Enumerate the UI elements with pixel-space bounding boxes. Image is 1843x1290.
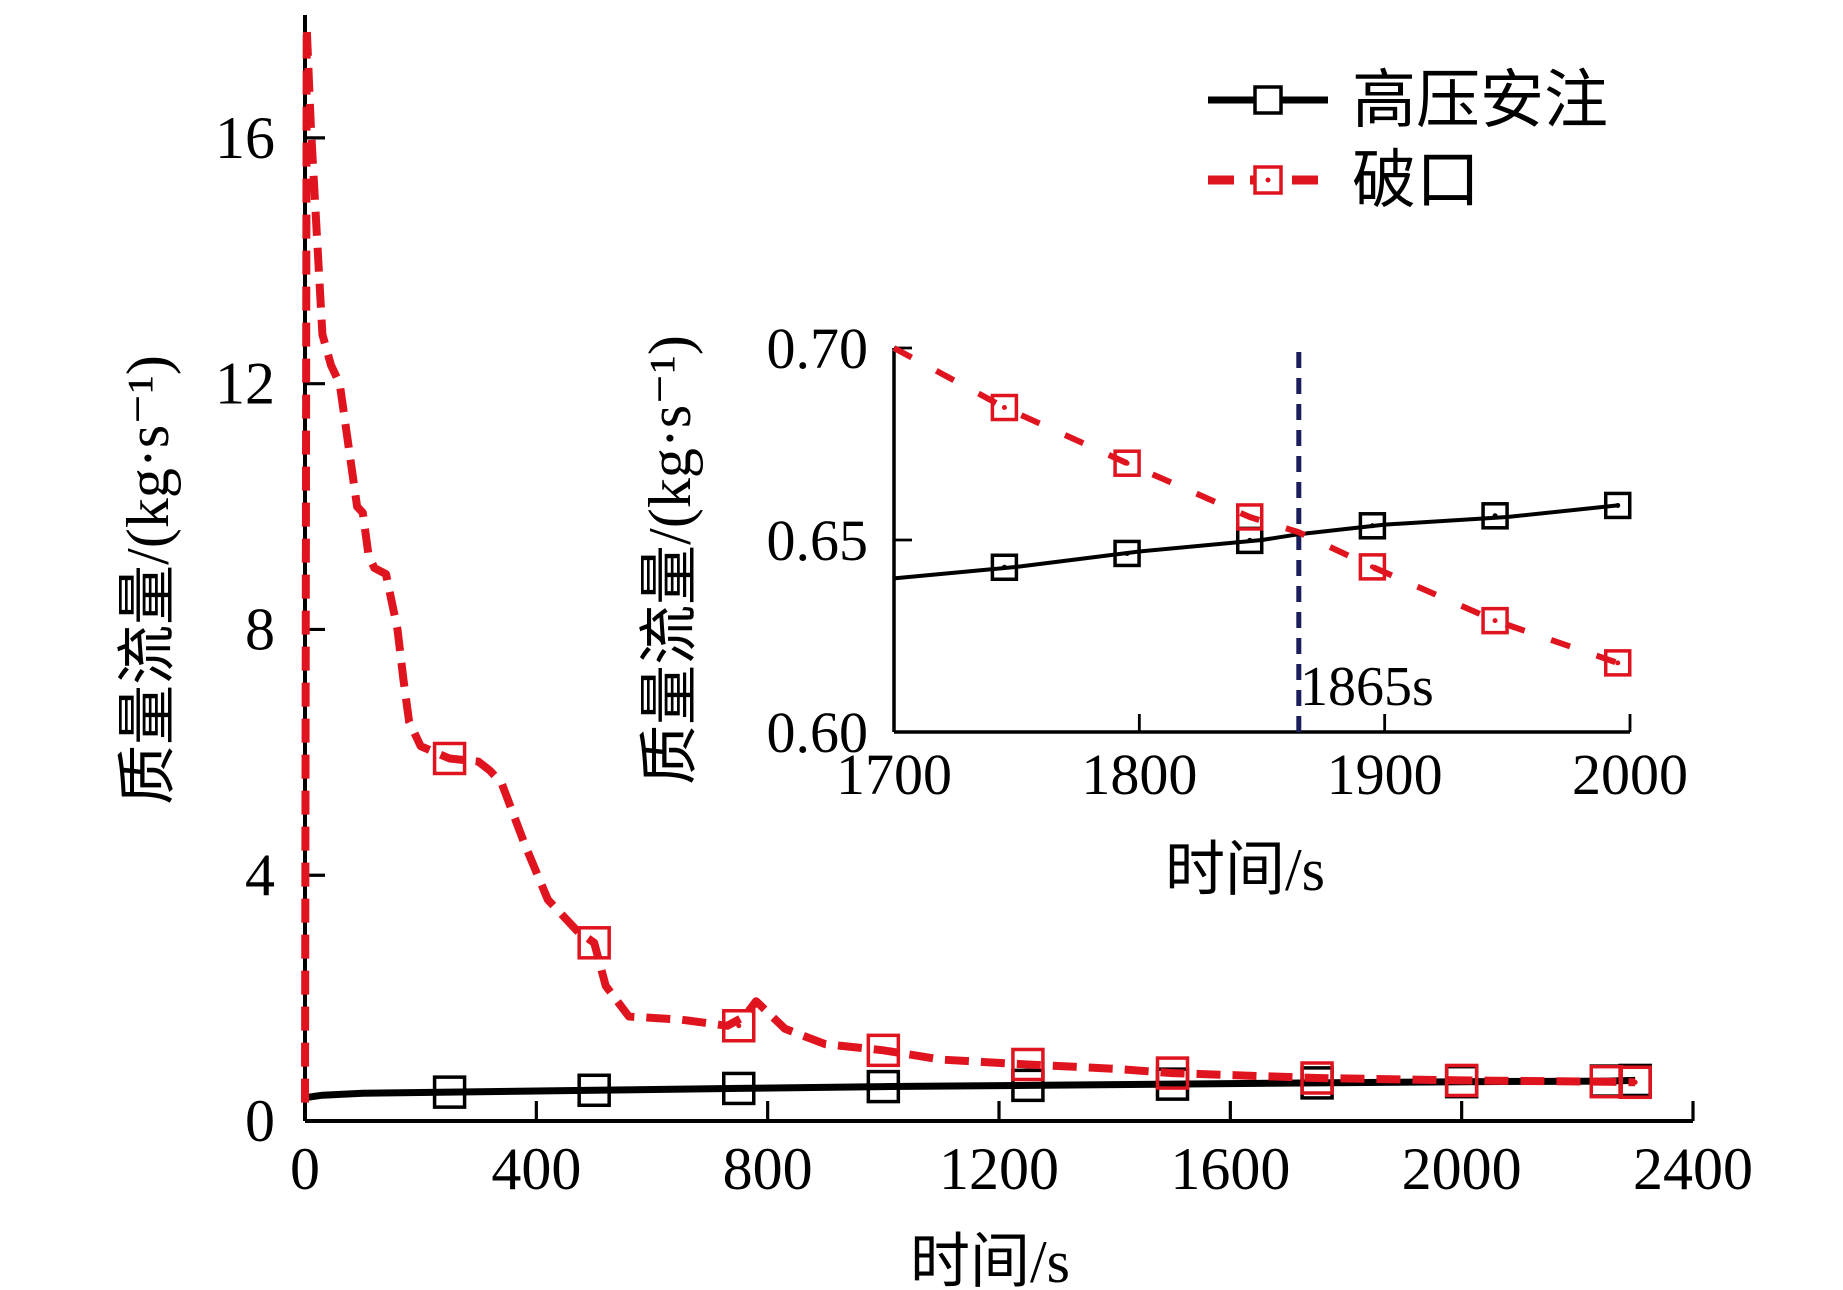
main-y-tick-label: 0 bbox=[245, 1088, 275, 1154]
inset-marker-break bbox=[1235, 503, 1264, 531]
inset-marker-dot-injection bbox=[1492, 513, 1498, 519]
legend-marker-injection bbox=[1253, 85, 1283, 115]
legend-item-injection: 高压安注 bbox=[1208, 65, 1608, 136]
inset-marker-dot-injection bbox=[1369, 523, 1375, 529]
inset-series-line-break bbox=[892, 345, 1619, 666]
main-marker-dot-break bbox=[880, 1047, 886, 1053]
inset-marker-dot-break bbox=[1615, 660, 1621, 666]
inset-marker-injection bbox=[1358, 512, 1387, 540]
main-marker-break bbox=[1011, 1047, 1045, 1082]
inset-marker-injection bbox=[1603, 491, 1632, 520]
main-marker-dot-break bbox=[447, 755, 453, 761]
inset-series bbox=[892, 345, 1632, 732]
inset-axes: 1700 1800 1900 2000 0.60 0.65 0.70 bbox=[767, 316, 1689, 807]
main-axes: 0 400 800 1200 1600 2000 2400 0 4 8 12 16 bbox=[215, 15, 1753, 1202]
inset-x-tick-label: 1900 bbox=[1327, 742, 1443, 807]
main-marker-break bbox=[1300, 1061, 1334, 1095]
legend: 高压安注 破口 bbox=[1208, 65, 1608, 216]
inset-marker-break bbox=[1358, 553, 1387, 581]
main-marker-break bbox=[432, 741, 467, 776]
inset-marker-break bbox=[990, 393, 1019, 422]
inset-marker-dot-injection bbox=[1247, 537, 1253, 543]
main-y-tick-label: 4 bbox=[245, 842, 275, 908]
main-y-tick-label: 16 bbox=[215, 105, 275, 171]
inset-y-tick-label: 0.70 bbox=[767, 316, 869, 381]
inset-marker-dot-break bbox=[1124, 460, 1130, 466]
main-marker-dot-break bbox=[736, 1023, 742, 1029]
main-marker-break bbox=[722, 1009, 756, 1043]
main-x-tick-label: 1600 bbox=[1170, 1136, 1290, 1202]
main-x-tick-label: 2400 bbox=[1633, 1136, 1753, 1202]
main-series-line-break bbox=[301, 23, 1636, 1103]
main-marker-break bbox=[1444, 1063, 1479, 1098]
inset-y-tick-label: 0.65 bbox=[767, 508, 869, 573]
main-marker-injection bbox=[722, 1071, 756, 1106]
main-marker-dot-break bbox=[1603, 1079, 1609, 1085]
inset-marker-injection bbox=[1113, 539, 1141, 568]
main-marker-dot-break bbox=[1632, 1079, 1638, 1085]
main-chart: 0 400 800 1200 1600 2000 2400 0 4 8 12 16 时间/s 质量流量… bbox=[115, 15, 1753, 1290]
inset-x-tick-label: 1700 bbox=[836, 742, 952, 807]
inset-series-line-injection bbox=[893, 503, 1618, 581]
main-marker-dot-break bbox=[591, 940, 597, 946]
inset-marker-dot-break bbox=[1001, 405, 1007, 411]
main-y-axis-title: 质量流量/(kg·s⁻¹) bbox=[115, 355, 181, 805]
inset-marker-label: 1865s bbox=[1300, 656, 1434, 718]
main-marker-break bbox=[577, 926, 611, 960]
inset-marker-break bbox=[1481, 606, 1509, 635]
inset-marker-injection bbox=[1481, 502, 1509, 530]
inset-marker-dot-break bbox=[1247, 514, 1253, 520]
main-marker-dot-break bbox=[1025, 1061, 1031, 1067]
inset-x-tick-label: 1800 bbox=[1081, 742, 1197, 807]
main-marker-break bbox=[1618, 1065, 1652, 1100]
inset-y-tick-label: 0.60 bbox=[767, 700, 869, 765]
inset-x-tick-label: 2000 bbox=[1572, 742, 1688, 807]
main-series bbox=[301, 23, 1652, 1109]
legend-item-break: 破口 bbox=[1208, 145, 1480, 216]
inset-marker-break bbox=[1113, 449, 1141, 477]
inset-marker-injection bbox=[990, 553, 1019, 582]
main-marker-dot-break bbox=[1170, 1070, 1175, 1076]
main-y-tick-label: 12 bbox=[215, 351, 275, 417]
inset-marker-dot-injection bbox=[1001, 564, 1007, 570]
legend-label-break: 破口 bbox=[1352, 145, 1480, 216]
inset-marker-dot-break bbox=[1492, 618, 1498, 624]
inset-x-axis-title: 时间/s bbox=[1165, 837, 1325, 903]
main-x-tick-label: 0 bbox=[290, 1136, 320, 1202]
legend-marker-break-dot bbox=[1265, 177, 1271, 183]
main-marker-injection bbox=[577, 1073, 611, 1108]
main-x-tick-label: 800 bbox=[723, 1136, 813, 1202]
main-marker-injection bbox=[432, 1075, 467, 1109]
inset-y-axis-title: 质量流量/(kg·s⁻¹) bbox=[637, 335, 703, 785]
main-marker-injection bbox=[866, 1069, 901, 1104]
legend-label-injection: 高压安注 bbox=[1352, 65, 1608, 136]
main-marker-break bbox=[866, 1033, 901, 1068]
main-x-tick-label: 400 bbox=[491, 1136, 581, 1202]
main-marker-break bbox=[1155, 1056, 1190, 1090]
inset-marker-dot-break bbox=[1369, 564, 1375, 570]
main-marker-dot-break bbox=[1459, 1077, 1465, 1083]
legend-marker-break bbox=[1253, 165, 1283, 195]
main-y-tick-label: 8 bbox=[245, 596, 275, 662]
main-x-tick-label: 1200 bbox=[939, 1136, 1059, 1202]
main-marker-injection bbox=[1011, 1068, 1045, 1103]
inset-marker-dot-injection bbox=[1615, 502, 1621, 508]
inset-marker-break bbox=[1603, 649, 1632, 677]
main-x-tick-label: 2000 bbox=[1402, 1136, 1522, 1202]
inset-marker-dot-injection bbox=[1124, 550, 1130, 556]
main-x-axis-title: 时间/s bbox=[910, 1229, 1070, 1290]
main-marker-dot-break bbox=[1314, 1075, 1320, 1081]
